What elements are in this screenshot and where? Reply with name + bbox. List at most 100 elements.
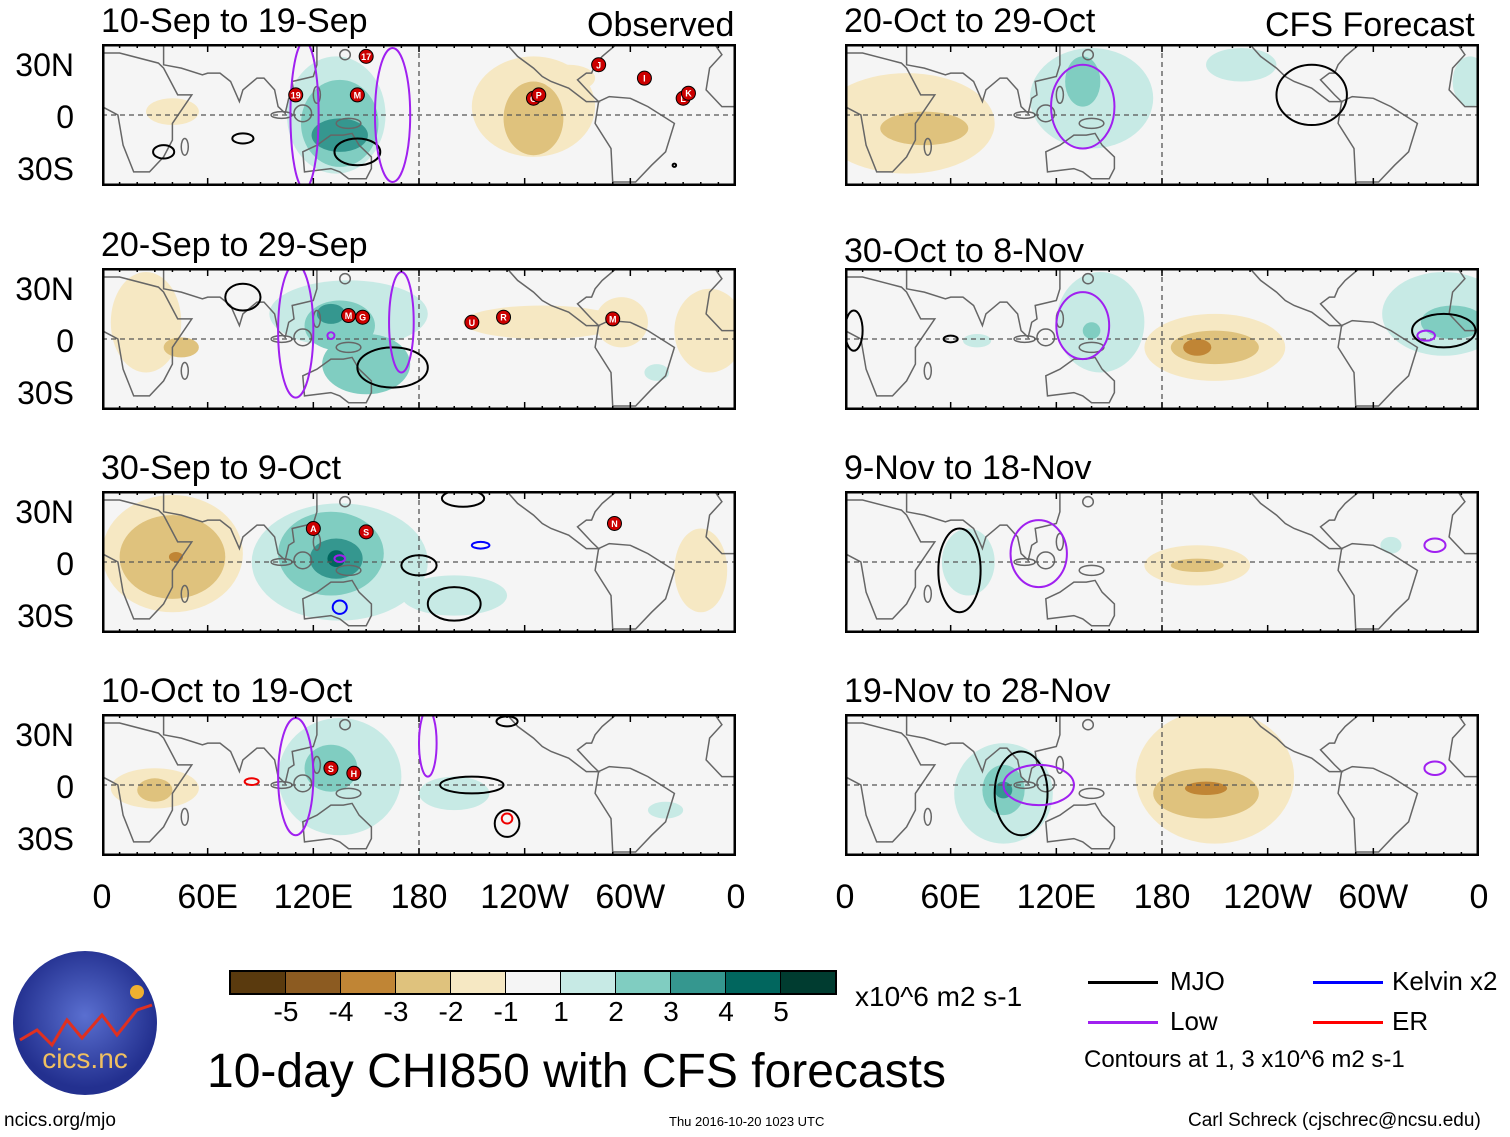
colorbar-units: x10^6 m2 s-1 [855, 981, 1023, 1012]
lon-label: 120E [1016, 878, 1097, 916]
colorbar-swatch [506, 972, 561, 993]
storm-label: R [500, 313, 507, 323]
coastline [102, 722, 194, 843]
lon-label: 120W [480, 878, 570, 916]
panel-title: 30-Oct to 8-Nov [844, 232, 1084, 270]
coastline [845, 276, 937, 397]
contour [243, 777, 260, 787]
lon-label: 120E [273, 878, 354, 916]
map-panel [845, 714, 1479, 856]
coastline [1448, 714, 1479, 778]
colorbar-label: -2 [438, 996, 464, 1027]
island [1036, 551, 1056, 570]
coastline [1045, 132, 1116, 180]
coastline [505, 491, 619, 550]
island [339, 495, 352, 508]
coastline [845, 722, 937, 843]
contour [440, 491, 486, 508]
lon-label: 60W [595, 878, 666, 916]
chi-anomaly-shade [503, 81, 564, 156]
chi-anomaly-shade [137, 778, 173, 802]
coastline [845, 52, 937, 173]
coastline [162, 44, 318, 115]
legend-low: Low [1170, 1006, 1218, 1036]
map-panel [845, 268, 1479, 410]
lon-label: 0 [1469, 878, 1489, 916]
tropical-cyclone-icon: N [606, 515, 622, 531]
contour [277, 268, 315, 399]
chi-anomaly-shade [316, 303, 346, 324]
footer-url[interactable]: ncics.org/mjo [4, 1110, 116, 1131]
coastline [1448, 491, 1479, 555]
contour [937, 527, 982, 614]
island [339, 718, 352, 731]
contour [1423, 760, 1447, 776]
contour [1411, 312, 1477, 349]
tropical-cyclone-icon: I [636, 70, 652, 86]
contour [1423, 537, 1447, 553]
coastline [505, 268, 619, 327]
island [335, 341, 362, 354]
cfs-forecast-header: CFS Forecast [1265, 6, 1475, 44]
lon-label: 60E [177, 878, 238, 916]
tropical-cyclone-icon: G [355, 309, 371, 325]
coastline [1337, 95, 1419, 183]
island [1082, 48, 1095, 61]
legend-kelvin: Kelvin x2 [1392, 966, 1498, 996]
coastline [1248, 44, 1362, 103]
storm-label: 17 [361, 52, 371, 62]
map-panel [845, 491, 1479, 633]
coastline [1045, 802, 1116, 850]
coastline [705, 491, 736, 555]
island [1082, 272, 1095, 285]
coastline [905, 491, 1061, 562]
coastline [594, 319, 676, 407]
island [335, 564, 362, 577]
coastline [705, 268, 736, 332]
coastline [162, 268, 318, 339]
legend-low-line [1088, 1021, 1158, 1024]
storm-label: 19 [291, 90, 301, 100]
contour [224, 282, 262, 312]
contour [356, 346, 429, 389]
legend-er-line [1313, 1021, 1383, 1024]
island [1082, 495, 1095, 508]
lat-label: 30S [17, 821, 74, 857]
lat-label: 30S [17, 375, 74, 411]
tropical-cyclone-icon: 19 [288, 87, 304, 103]
coastline [162, 491, 318, 562]
island [1078, 564, 1105, 577]
coastline [102, 499, 194, 620]
contour [418, 714, 438, 778]
map-panel: M GUR M [102, 268, 736, 410]
chi-anomaly-shade [962, 333, 992, 348]
contour [1050, 63, 1116, 150]
island [293, 774, 313, 793]
coastline [594, 95, 676, 183]
tropical-cyclone-icon: R [496, 309, 512, 325]
coastline [1448, 268, 1479, 332]
coastline [302, 579, 373, 627]
island [1055, 532, 1065, 552]
storm-label: H [351, 769, 358, 779]
storm-label: P [536, 90, 542, 100]
legend-mjo: MJO [1170, 966, 1225, 996]
chi-anomaly-shade [401, 575, 508, 616]
storm-label: U [469, 318, 476, 328]
lat-label: 30N [15, 494, 74, 530]
lon-label: 180 [1133, 878, 1191, 916]
coastline [1248, 714, 1362, 773]
chi-anomaly-shade [1184, 781, 1228, 796]
island [923, 807, 933, 826]
island [1036, 328, 1056, 347]
colorbar-label: -1 [493, 996, 519, 1027]
panel-title: 10-Oct to 19-Oct [101, 672, 353, 710]
tropical-cyclone-icon: K [680, 85, 696, 101]
island [1078, 787, 1105, 800]
coastline [705, 714, 736, 778]
island [180, 137, 190, 156]
colorbar-label: 1 [553, 996, 569, 1027]
storm-label: K [685, 89, 692, 99]
lat-label: 0 [56, 323, 74, 359]
coastline [1337, 319, 1419, 407]
